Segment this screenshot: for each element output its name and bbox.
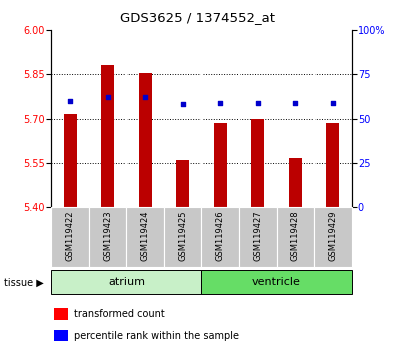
Text: ventricle: ventricle <box>252 277 301 287</box>
Point <box>217 100 224 105</box>
Bar <box>64 114 77 207</box>
Point <box>67 98 73 104</box>
Point <box>292 100 299 105</box>
Bar <box>101 65 114 207</box>
FancyBboxPatch shape <box>164 207 201 267</box>
Bar <box>139 73 152 207</box>
Text: atrium: atrium <box>108 277 145 287</box>
FancyBboxPatch shape <box>126 207 164 267</box>
Text: GSM119426: GSM119426 <box>216 210 225 261</box>
Text: percentile rank within the sample: percentile rank within the sample <box>74 331 239 341</box>
Bar <box>55 330 68 341</box>
Text: tissue ▶: tissue ▶ <box>4 277 44 287</box>
Bar <box>176 160 189 207</box>
Bar <box>326 123 339 207</box>
Text: GSM119427: GSM119427 <box>253 210 262 261</box>
FancyBboxPatch shape <box>51 270 201 294</box>
FancyBboxPatch shape <box>314 207 352 267</box>
Text: GSM119425: GSM119425 <box>178 210 187 261</box>
Text: GDS3625 / 1374552_at: GDS3625 / 1374552_at <box>120 11 275 24</box>
Bar <box>251 119 264 207</box>
Bar <box>55 308 68 320</box>
Point <box>255 100 261 105</box>
Text: GSM119423: GSM119423 <box>103 210 112 261</box>
Point <box>104 95 111 100</box>
Text: GSM119429: GSM119429 <box>328 210 337 261</box>
Point <box>329 100 336 105</box>
FancyBboxPatch shape <box>201 270 352 294</box>
FancyBboxPatch shape <box>89 207 126 267</box>
Text: GSM119428: GSM119428 <box>291 210 300 261</box>
FancyBboxPatch shape <box>51 207 89 267</box>
Text: transformed count: transformed count <box>74 309 165 319</box>
Bar <box>214 123 227 207</box>
FancyBboxPatch shape <box>239 207 276 267</box>
Point <box>142 95 149 100</box>
FancyBboxPatch shape <box>276 207 314 267</box>
FancyBboxPatch shape <box>201 207 239 267</box>
Point <box>179 102 186 107</box>
Text: GSM119424: GSM119424 <box>141 210 150 261</box>
Text: GSM119422: GSM119422 <box>66 210 75 261</box>
Bar <box>289 158 302 207</box>
